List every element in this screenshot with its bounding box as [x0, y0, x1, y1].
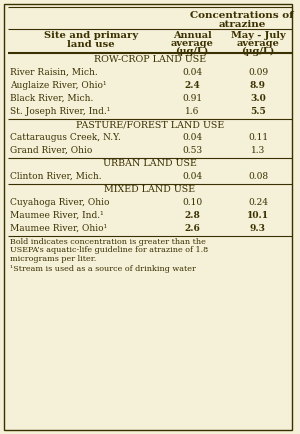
Text: 0.09: 0.09 — [248, 68, 268, 77]
Text: atrazine: atrazine — [218, 20, 266, 29]
Text: 0.24: 0.24 — [248, 198, 268, 207]
Text: 0.08: 0.08 — [248, 172, 268, 181]
Text: 0.11: 0.11 — [248, 133, 268, 142]
Text: 2.6: 2.6 — [184, 224, 200, 233]
Text: (μg/L): (μg/L) — [176, 47, 208, 56]
Text: Concentrations of: Concentrations of — [190, 11, 294, 20]
Text: MIXED LAND USE: MIXED LAND USE — [104, 185, 196, 194]
Text: average: average — [171, 39, 213, 48]
Text: Annual: Annual — [172, 31, 212, 40]
Text: ¹Stream is used as a source of drinking water: ¹Stream is used as a source of drinking … — [10, 265, 196, 273]
Text: 2.8: 2.8 — [184, 211, 200, 220]
Text: Maumee River, Ind.¹: Maumee River, Ind.¹ — [10, 211, 103, 220]
Text: USEPA’s aquatic-life guideline for atrazine of 1.8: USEPA’s aquatic-life guideline for atraz… — [10, 247, 208, 254]
Text: Site and primary: Site and primary — [44, 31, 138, 40]
Text: 8.9: 8.9 — [250, 81, 266, 90]
Text: Bold indicates concentration is greater than the: Bold indicates concentration is greater … — [10, 238, 206, 246]
Text: 10.1: 10.1 — [247, 211, 269, 220]
Text: Cuyahoga River, Ohio: Cuyahoga River, Ohio — [10, 198, 110, 207]
Text: 0.91: 0.91 — [182, 94, 202, 103]
Text: micrograms per liter.: micrograms per liter. — [10, 255, 96, 263]
Text: Grand River, Ohio: Grand River, Ohio — [10, 146, 92, 155]
Text: 2.4: 2.4 — [184, 81, 200, 90]
Text: land use: land use — [67, 40, 115, 49]
Text: average: average — [237, 39, 279, 48]
Text: 0.04: 0.04 — [182, 68, 202, 77]
Text: 0.04: 0.04 — [182, 172, 202, 181]
Text: URBAN LAND USE: URBAN LAND USE — [103, 159, 197, 168]
Text: Clinton River, Mich.: Clinton River, Mich. — [10, 172, 102, 181]
Text: Black River, Mich.: Black River, Mich. — [10, 94, 93, 103]
Text: 0.04: 0.04 — [182, 133, 202, 142]
Text: Auglaize River, Ohio¹: Auglaize River, Ohio¹ — [10, 81, 106, 90]
Text: St. Joseph River, Ind.¹: St. Joseph River, Ind.¹ — [10, 107, 110, 116]
Text: ROW-CROP LAND USE: ROW-CROP LAND USE — [94, 55, 206, 64]
Text: 3.0: 3.0 — [250, 94, 266, 103]
Text: Cattaraugus Creek, N.Y.: Cattaraugus Creek, N.Y. — [10, 133, 121, 142]
Text: 5.5: 5.5 — [250, 107, 266, 116]
Text: River Raisin, Mich.: River Raisin, Mich. — [10, 68, 98, 77]
Text: May - July: May - July — [231, 31, 285, 40]
Text: 0.53: 0.53 — [182, 146, 202, 155]
Text: 1.6: 1.6 — [185, 107, 199, 116]
Text: Maumee River, Ohio¹: Maumee River, Ohio¹ — [10, 224, 107, 233]
Text: PASTURE/FOREST LAND USE: PASTURE/FOREST LAND USE — [76, 120, 224, 129]
Text: 9.3: 9.3 — [250, 224, 266, 233]
Text: (μg/L): (μg/L) — [242, 47, 274, 56]
Text: 1.3: 1.3 — [251, 146, 265, 155]
Text: 0.10: 0.10 — [182, 198, 202, 207]
